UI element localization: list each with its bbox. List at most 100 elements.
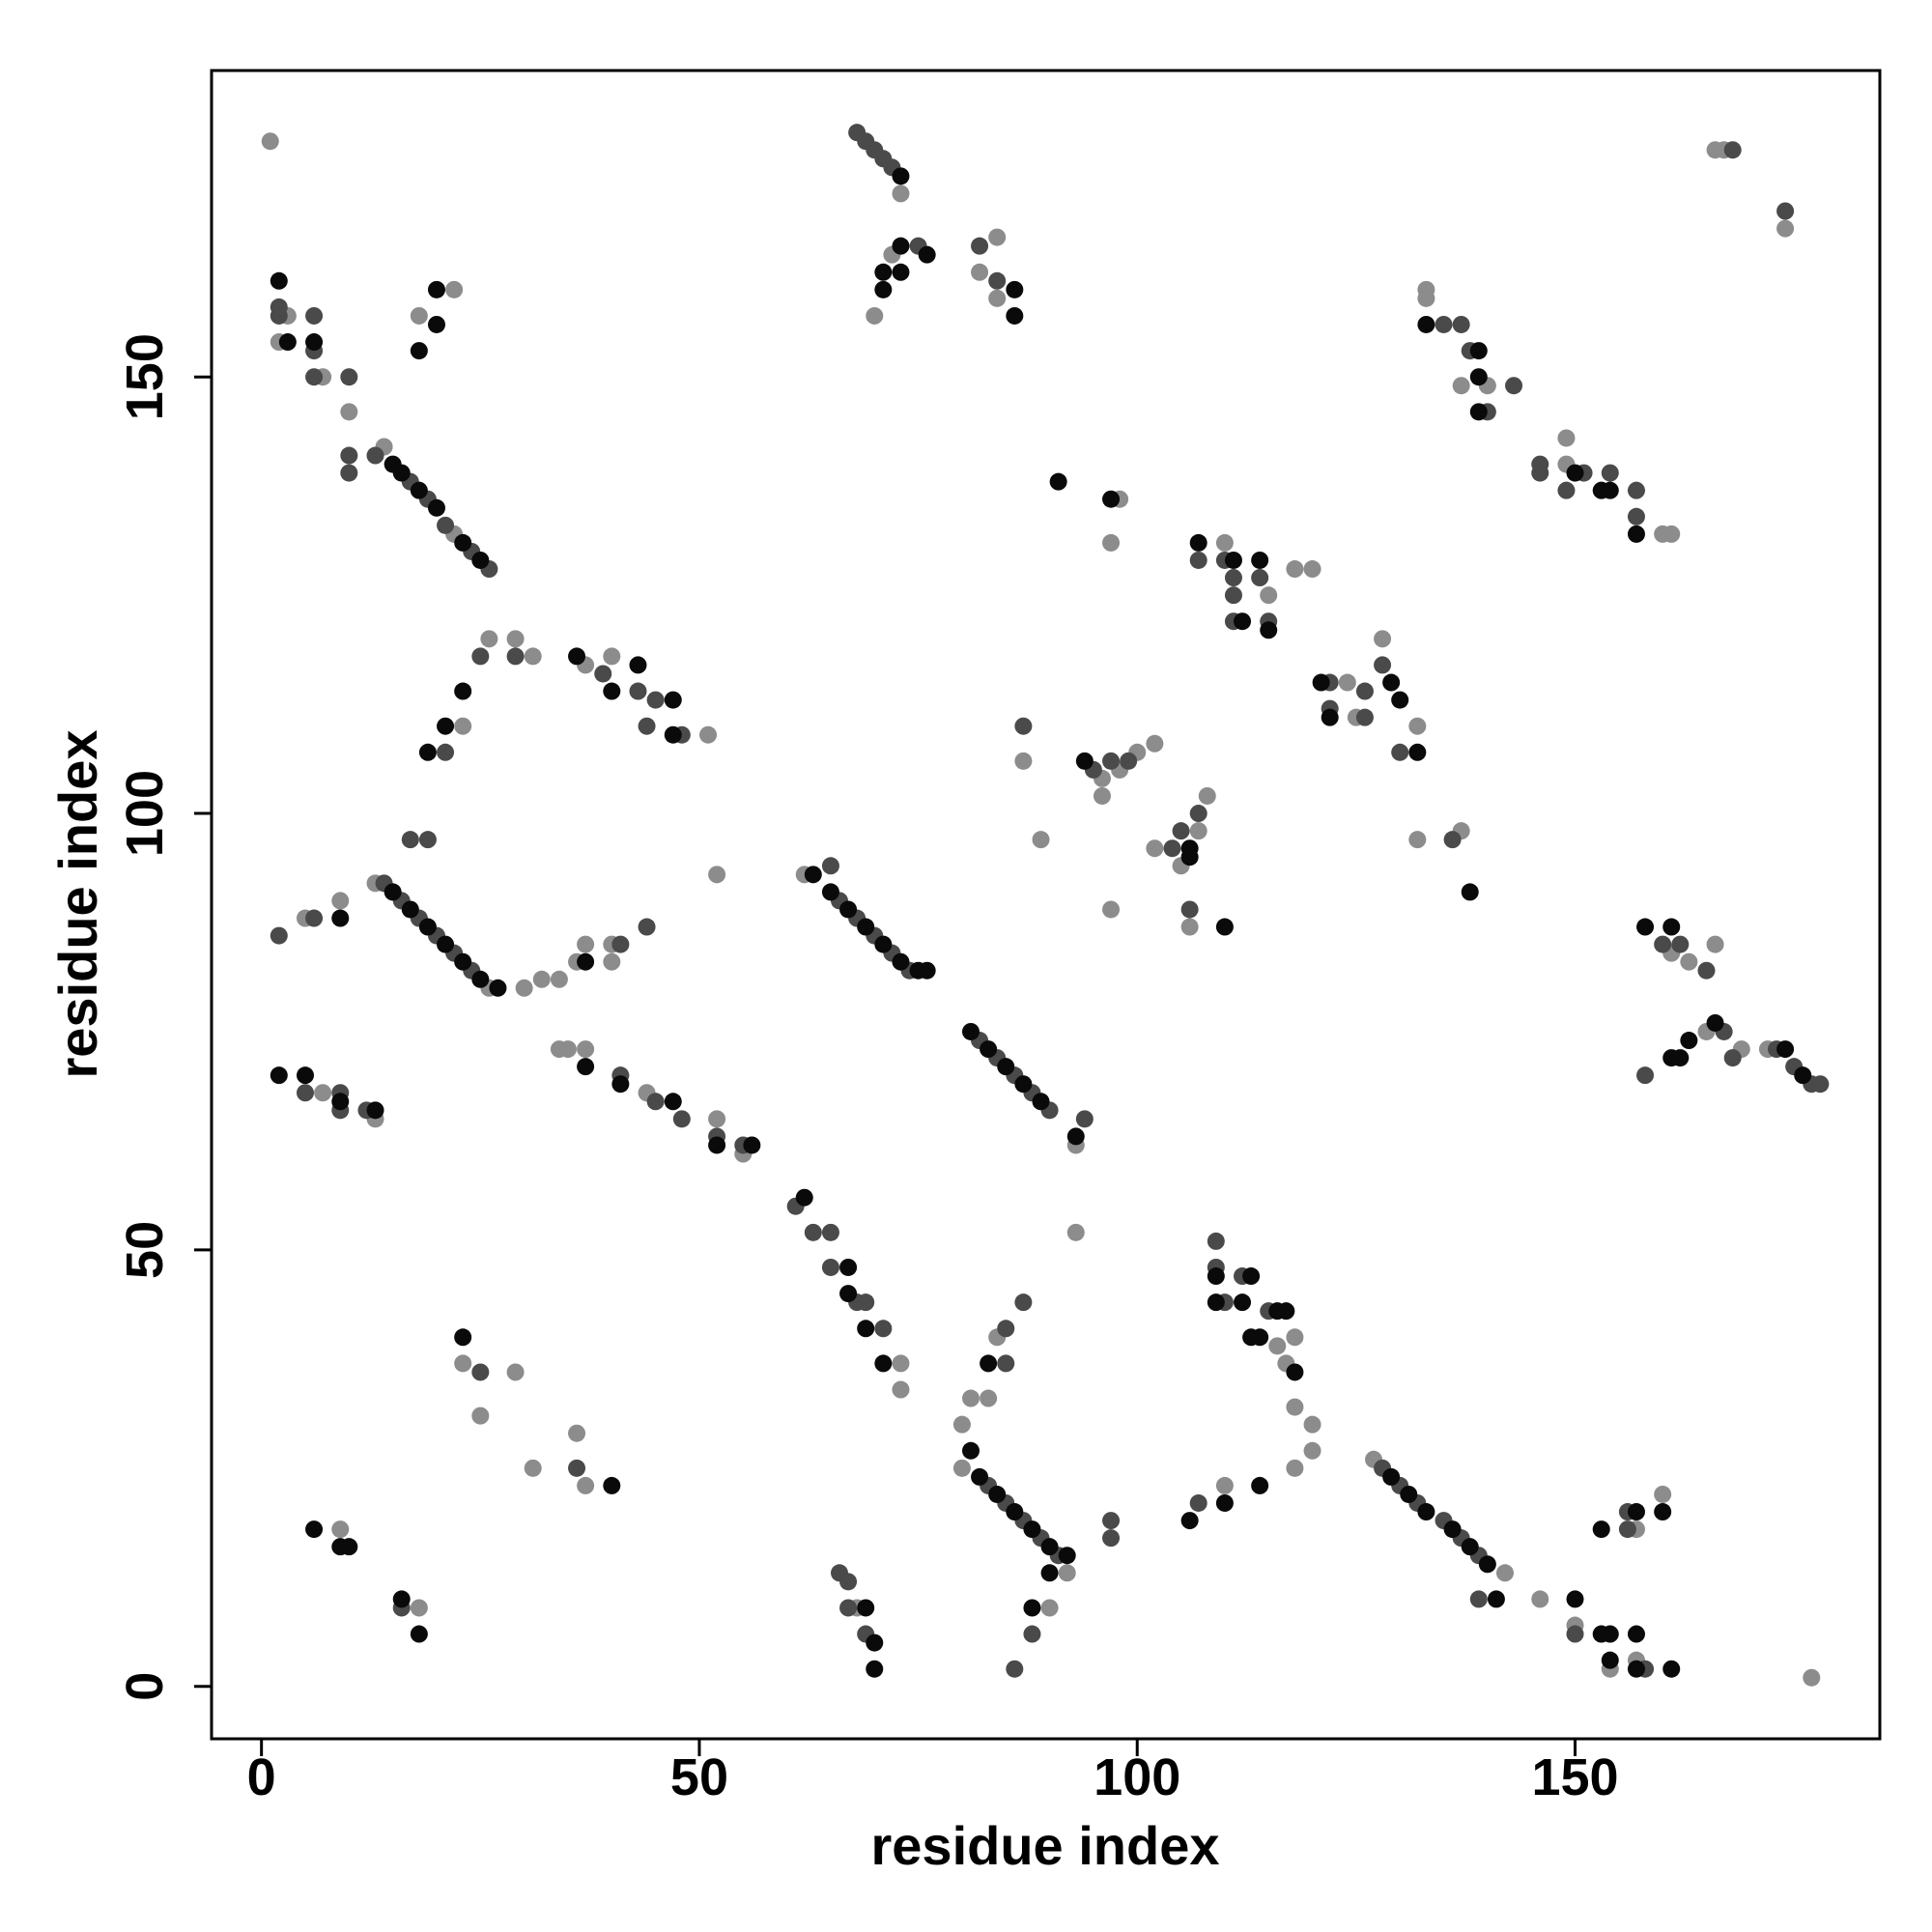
point [1032, 1093, 1050, 1111]
point [1207, 1267, 1225, 1286]
point [1776, 1040, 1795, 1059]
point [1706, 935, 1724, 953]
point [305, 306, 324, 325]
point [699, 725, 718, 744]
point [980, 1040, 998, 1059]
point [611, 1075, 630, 1094]
point [664, 691, 682, 709]
point [1461, 883, 1479, 901]
point [1014, 1293, 1033, 1312]
point [988, 289, 1007, 307]
point [1040, 1538, 1059, 1556]
point [961, 1022, 980, 1040]
point [997, 1320, 1015, 1338]
point [1662, 525, 1681, 543]
point [558, 1040, 577, 1059]
point [1093, 786, 1111, 805]
point [418, 743, 437, 761]
point [297, 1084, 315, 1102]
point [821, 1258, 839, 1276]
point [1215, 1476, 1234, 1494]
point [1014, 717, 1033, 735]
point [804, 1223, 822, 1241]
point [427, 498, 445, 517]
point [1224, 569, 1242, 587]
point [568, 1459, 586, 1477]
y-axis-label: residue index [47, 729, 108, 1078]
point [708, 1136, 726, 1154]
point [857, 1599, 875, 1617]
point [1321, 708, 1339, 726]
point [331, 892, 350, 910]
point [454, 533, 472, 552]
point [577, 1040, 595, 1059]
point [1189, 805, 1208, 823]
point [392, 464, 411, 482]
point [821, 883, 839, 901]
point [646, 691, 665, 709]
point [1627, 525, 1645, 543]
point [1006, 280, 1024, 298]
x-tick-label: 100 [1094, 1748, 1180, 1806]
point [664, 1093, 682, 1111]
point [454, 1354, 472, 1373]
x-tick-label: 50 [670, 1748, 728, 1806]
point [1601, 464, 1619, 482]
point [664, 725, 682, 744]
point [1443, 1520, 1462, 1539]
point [1355, 682, 1374, 700]
y-tick-label: 0 [116, 1672, 174, 1701]
point [1408, 743, 1427, 761]
point [1251, 569, 1269, 587]
point [437, 743, 455, 761]
point [1032, 831, 1050, 849]
point [892, 1354, 910, 1373]
point [410, 1625, 428, 1643]
point [1531, 1590, 1549, 1608]
point [603, 647, 621, 666]
point [1207, 1232, 1225, 1250]
point [857, 1293, 875, 1312]
point [1251, 1328, 1269, 1347]
point [454, 952, 472, 971]
point [866, 306, 884, 325]
point [874, 1354, 893, 1373]
x-tick-label: 0 [247, 1748, 276, 1806]
point [1408, 717, 1427, 735]
point [1040, 1564, 1059, 1582]
point [629, 682, 647, 700]
point [568, 1424, 586, 1442]
point [1627, 1625, 1645, 1643]
point [270, 926, 288, 945]
point [340, 464, 358, 482]
point [1260, 621, 1278, 639]
point [821, 1223, 839, 1241]
point [918, 245, 936, 264]
point [1303, 1441, 1321, 1460]
point [506, 1363, 525, 1381]
point [445, 280, 464, 298]
point [1102, 1512, 1121, 1530]
point [1697, 961, 1716, 980]
point [961, 1389, 980, 1407]
point [1286, 1328, 1304, 1347]
point [1286, 1459, 1304, 1477]
point [1618, 1520, 1636, 1539]
point [961, 1441, 980, 1460]
point [577, 1058, 595, 1076]
y-tick-label: 150 [116, 333, 174, 420]
point [839, 1285, 858, 1303]
point [708, 1110, 726, 1128]
point [410, 1599, 428, 1617]
point [874, 1320, 893, 1338]
point [1146, 734, 1164, 753]
point [980, 1389, 998, 1407]
point [506, 630, 525, 648]
point [454, 717, 472, 735]
point [1023, 1520, 1041, 1539]
point [1627, 481, 1645, 499]
point [1180, 918, 1199, 936]
point [971, 1467, 989, 1486]
point [952, 1415, 971, 1434]
